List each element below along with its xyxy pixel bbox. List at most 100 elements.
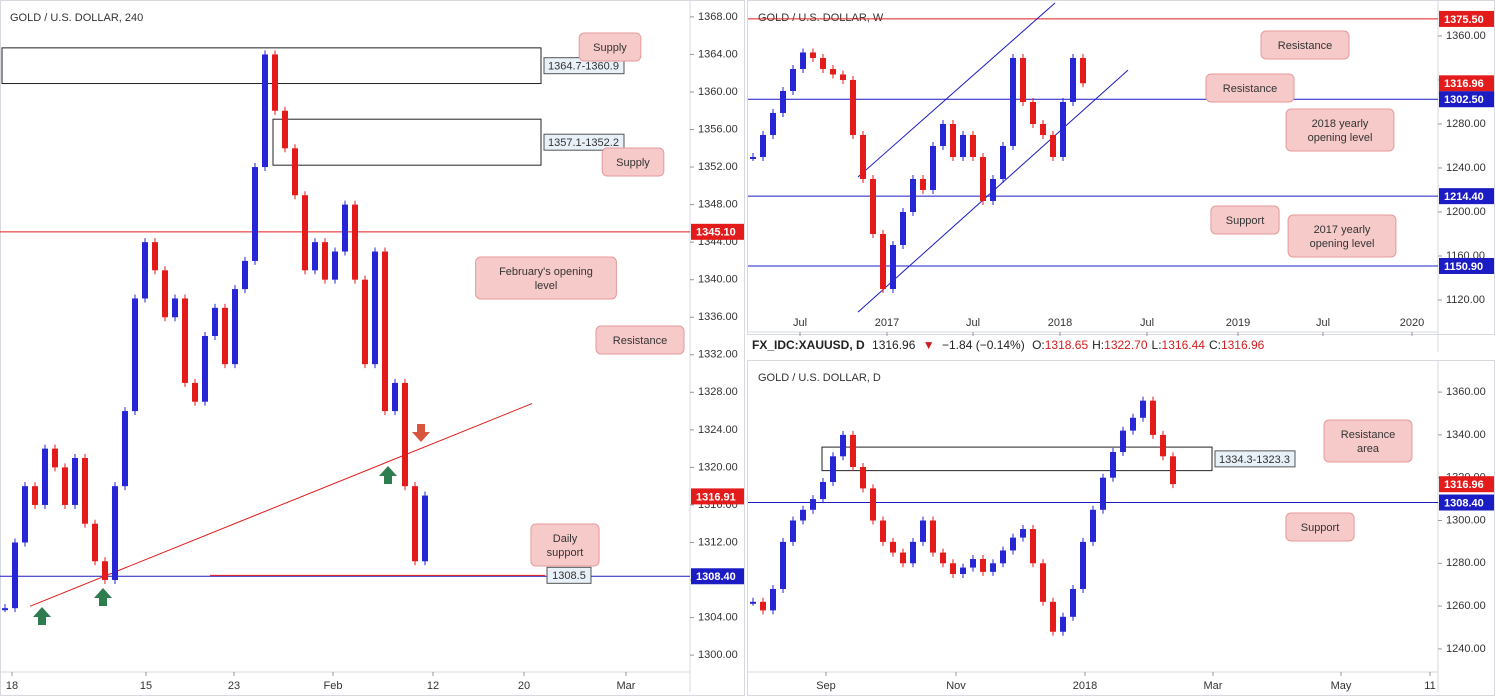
price-tag-box	[1439, 75, 1494, 92]
candle	[790, 68, 796, 91]
candle	[1100, 477, 1106, 510]
price-tag: 1316.96	[1444, 479, 1484, 491]
candle	[890, 244, 896, 289]
candle	[810, 499, 816, 510]
x-tick-label: 2017	[875, 317, 899, 329]
trendline	[857, 2, 1056, 178]
candle	[790, 520, 796, 542]
price-tag: 1345.10	[696, 227, 736, 239]
candle	[1020, 57, 1026, 102]
candle	[810, 52, 816, 58]
x-tick-label: 12	[427, 680, 439, 692]
candle	[910, 541, 916, 564]
callout-text: Support	[1226, 215, 1265, 227]
y-tick-label: 1312.00	[698, 536, 738, 548]
candle	[950, 563, 956, 574]
candle	[1000, 550, 1006, 564]
candle	[870, 488, 876, 521]
candle	[980, 559, 986, 572]
candle	[770, 588, 776, 611]
candle	[1050, 134, 1056, 157]
callout	[601, 147, 665, 177]
callout	[1260, 30, 1350, 60]
candle	[402, 382, 408, 487]
x-tick-label: Mar	[1204, 680, 1223, 692]
candle	[1020, 529, 1026, 538]
candle	[192, 382, 198, 402]
x-tick-label: 2018	[1073, 680, 1097, 692]
candle	[232, 289, 238, 365]
panel-border	[747, 0, 1495, 335]
zone-tag: 1357.1-1352.2	[548, 137, 619, 149]
panel-border	[0, 0, 745, 696]
callout-text: Resistance	[1341, 429, 1395, 441]
signal-arrow	[94, 588, 112, 606]
candle	[880, 233, 886, 289]
candle	[920, 178, 926, 190]
callout-text: February's opening	[499, 266, 593, 278]
candle	[1130, 417, 1136, 431]
candle	[32, 486, 38, 505]
signal-arrow	[412, 424, 430, 442]
candle	[800, 509, 806, 521]
candle	[1090, 509, 1096, 542]
candle	[162, 270, 168, 318]
candle	[332, 251, 338, 280]
x-tick-label: 2020	[1400, 317, 1424, 329]
y-tick-label: 1352.00	[698, 161, 738, 173]
chart-title: GOLD / U.S. DOLLAR, 240	[10, 12, 143, 24]
y-tick-label: 1300.00	[698, 649, 738, 661]
candle	[850, 79, 856, 135]
y-tick-label: 1300.00	[1446, 514, 1486, 526]
x-tick-label: Sep	[816, 680, 836, 692]
candle	[112, 486, 118, 581]
candle	[122, 411, 128, 487]
candle	[302, 195, 308, 271]
callout	[475, 256, 617, 300]
y-tick-label: 1160.00	[1446, 250, 1485, 262]
candle	[1060, 101, 1066, 157]
ohlc: O:1318.65 H:1322.70 L:1316.44 C:1316.96	[1032, 338, 1268, 352]
price-tag-box	[1439, 91, 1494, 108]
candle	[1140, 400, 1146, 418]
callout-text: Support	[1301, 522, 1340, 534]
callout-text: level	[535, 280, 558, 292]
candle	[820, 481, 826, 500]
candle	[950, 123, 956, 157]
candle	[970, 134, 976, 157]
candle	[272, 54, 278, 111]
callout	[1323, 419, 1413, 463]
y-tick-label: 1360.00	[1446, 386, 1486, 398]
candle	[352, 204, 358, 280]
callout	[1210, 205, 1280, 235]
candle	[1010, 57, 1016, 146]
candle	[132, 298, 138, 412]
candle	[780, 90, 786, 113]
panel-border	[747, 360, 1495, 696]
candle	[282, 110, 288, 149]
candle	[800, 52, 806, 69]
price-tag-box	[1439, 10, 1494, 27]
candle	[362, 279, 368, 365]
price-tag: 1375.50	[1444, 14, 1484, 26]
callout-text: opening level	[1308, 132, 1373, 144]
y-tick-label: 1324.00	[698, 424, 738, 436]
candle	[172, 298, 178, 318]
y-tick-label: 1240.00	[1446, 643, 1486, 655]
candle	[1050, 601, 1056, 632]
y-tick-label: 1120.00	[1446, 294, 1485, 306]
change: −1.84 (−0.14%)	[942, 338, 1025, 352]
candle	[960, 134, 966, 157]
candle	[1010, 537, 1016, 551]
candle	[22, 486, 28, 543]
candle	[990, 178, 996, 201]
zone-tag: 1364.7-1360.9	[548, 61, 619, 73]
candle	[870, 178, 876, 234]
candle	[750, 156, 756, 159]
candle	[262, 54, 268, 168]
candle	[890, 541, 896, 553]
callout	[1205, 73, 1295, 103]
candle	[940, 552, 946, 564]
candle	[1080, 541, 1086, 589]
candle	[750, 601, 756, 604]
